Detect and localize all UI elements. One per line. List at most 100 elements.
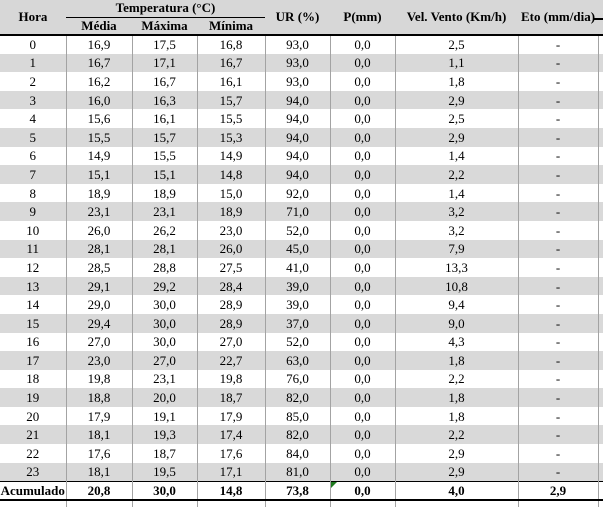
cell-vento[interactable]: 4,3: [395, 332, 519, 352]
cell-maxima[interactable]: 26,2: [132, 220, 198, 240]
cell-vento[interactable]: 13,3: [395, 258, 519, 277]
cell-media[interactable]: 18,9: [66, 183, 133, 203]
cell-vento[interactable]: 10,8: [395, 276, 519, 296]
cell-media[interactable]: 16,7: [66, 53, 133, 73]
cell-hora[interactable]: 3: [0, 90, 67, 110]
cell-media[interactable]: 19,8: [66, 369, 133, 389]
cell-ur[interactable]: 52,0: [265, 220, 331, 240]
cell-p[interactable]: 0,0: [330, 146, 396, 166]
cell-minima[interactable]: 28,4: [197, 276, 266, 296]
cell-media[interactable]: 15,6: [66, 109, 133, 128]
cell-eto[interactable]: -: [518, 202, 599, 221]
cell-media[interactable]: 27,0: [66, 332, 133, 352]
cell-ur[interactable]: 76,0: [265, 369, 331, 389]
cell-hora[interactable]: 9: [0, 202, 67, 221]
cell-hora[interactable]: 13: [0, 276, 67, 296]
cell-minima[interactable]: 15,3: [197, 127, 266, 147]
cell-minima[interactable]: 15,7: [197, 90, 266, 110]
cell-eto[interactable]: -: [518, 53, 599, 73]
cell-eto[interactable]: -: [518, 444, 599, 463]
cell-media[interactable]: 16,9: [66, 35, 133, 54]
cell-hora[interactable]: 19: [0, 388, 67, 407]
cell-vento[interactable]: 2,9: [395, 127, 519, 147]
cell-p[interactable]: 0,0: [330, 258, 396, 277]
cell-vento[interactable]: 9,0: [395, 313, 519, 333]
cell-eto[interactable]: -: [518, 72, 599, 91]
cell-maxima[interactable]: 19,5: [132, 462, 198, 482]
cell-ur[interactable]: 93,0: [265, 72, 331, 91]
cell-media[interactable]: 26,0: [66, 220, 133, 240]
cell-hora[interactable]: 22: [0, 444, 67, 463]
cell-p[interactable]: 0,0: [330, 239, 396, 259]
cell-ur[interactable]: 94,0: [265, 127, 331, 147]
cell-minima[interactable]: 14,8: [197, 165, 266, 184]
cell-hora[interactable]: 2: [0, 72, 67, 91]
cell-hora[interactable]: 18: [0, 369, 67, 389]
cell-eto[interactable]: -: [518, 369, 599, 389]
cell-p[interactable]: 0,0: [330, 462, 396, 482]
cell-ur[interactable]: 94,0: [265, 146, 331, 166]
cell-eto[interactable]: -: [518, 109, 599, 128]
cell-media[interactable]: 17,6: [66, 444, 133, 463]
cell-maxima[interactable]: 16,1: [132, 109, 198, 128]
cell-minima[interactable]: 27,0: [197, 332, 266, 352]
cell-maxima[interactable]: 18,7: [132, 444, 198, 463]
cell-vento[interactable]: 2,5: [395, 35, 519, 54]
cell-ur[interactable]: 71,0: [265, 202, 331, 221]
cell-hora[interactable]: 1: [0, 53, 67, 73]
cell-maxima[interactable]: 30,0: [132, 313, 198, 333]
cell-media[interactable]: 16,2: [66, 72, 133, 91]
cell-ur[interactable]: 45,0: [265, 239, 331, 259]
cell-ur[interactable]: 82,0: [265, 388, 331, 407]
header-vel-vento[interactable]: Vel. Vento (Km/h): [395, 0, 519, 36]
cell-minima[interactable]: 17,9: [197, 406, 266, 426]
cell-hora[interactable]: 11: [0, 239, 67, 259]
cell-vento[interactable]: 2,9: [395, 90, 519, 110]
acumulado-maxima[interactable]: 30,0: [132, 480, 198, 502]
cell-media[interactable]: 23,0: [66, 351, 133, 370]
cell-vento[interactable]: 2,2: [395, 369, 519, 389]
cell-eto[interactable]: -: [518, 332, 599, 352]
cell-p[interactable]: 0,0: [330, 35, 396, 54]
cell-minima[interactable]: 17,1: [197, 462, 266, 482]
cell-media[interactable]: 17,9: [66, 406, 133, 426]
header-p[interactable]: P(mm): [330, 0, 396, 36]
cell-maxima[interactable]: 23,1: [132, 202, 198, 221]
cell-maxima[interactable]: 28,1: [132, 239, 198, 259]
cell-maxima[interactable]: 15,5: [132, 146, 198, 166]
cell-vento[interactable]: 1,8: [395, 351, 519, 370]
cell-ur[interactable]: 41,0: [265, 258, 331, 277]
cell-media[interactable]: 15,5: [66, 127, 133, 147]
cell-vento[interactable]: 7,9: [395, 239, 519, 259]
cell-maxima[interactable]: 28,8: [132, 258, 198, 277]
cell-media[interactable]: 18,1: [66, 425, 133, 445]
cell-eto[interactable]: -: [518, 462, 599, 482]
cell-vento[interactable]: 2,2: [395, 165, 519, 184]
cell-p[interactable]: 0,0: [330, 406, 396, 426]
cell-minima[interactable]: 19,8: [197, 369, 266, 389]
cell-hora[interactable]: 7: [0, 165, 67, 184]
cell-hora[interactable]: 21: [0, 425, 67, 445]
cell-maxima[interactable]: 17,5: [132, 35, 198, 54]
cell-ur[interactable]: 92,0: [265, 183, 331, 203]
cell-maxima[interactable]: 19,3: [132, 425, 198, 445]
cell-hora[interactable]: 14: [0, 295, 67, 314]
cell-hora[interactable]: 12: [0, 258, 67, 277]
cell-media[interactable]: 18,8: [66, 388, 133, 407]
cell-media[interactable]: 15,1: [66, 165, 133, 184]
cell-hora[interactable]: 8: [0, 183, 67, 203]
cell-maxima[interactable]: 16,3: [132, 90, 198, 110]
cell-p[interactable]: 0,0: [330, 369, 396, 389]
cell-maxima[interactable]: 23,1: [132, 369, 198, 389]
cell-ur[interactable]: 85,0: [265, 406, 331, 426]
header-maxima[interactable]: Máxima: [132, 17, 197, 36]
cell-vento[interactable]: 1,4: [395, 146, 519, 166]
cell-hora[interactable]: 15: [0, 313, 67, 333]
cell-p[interactable]: 0,0: [330, 425, 396, 445]
header-eto[interactable]: Eto (mm/dia): [518, 0, 599, 36]
cell-p[interactable]: 0,0: [330, 90, 396, 110]
header-ur[interactable]: UR (%): [265, 0, 331, 36]
cell-vento[interactable]: 2,9: [395, 462, 519, 482]
cell-hora[interactable]: 20: [0, 406, 67, 426]
cell-ur[interactable]: 94,0: [265, 90, 331, 110]
